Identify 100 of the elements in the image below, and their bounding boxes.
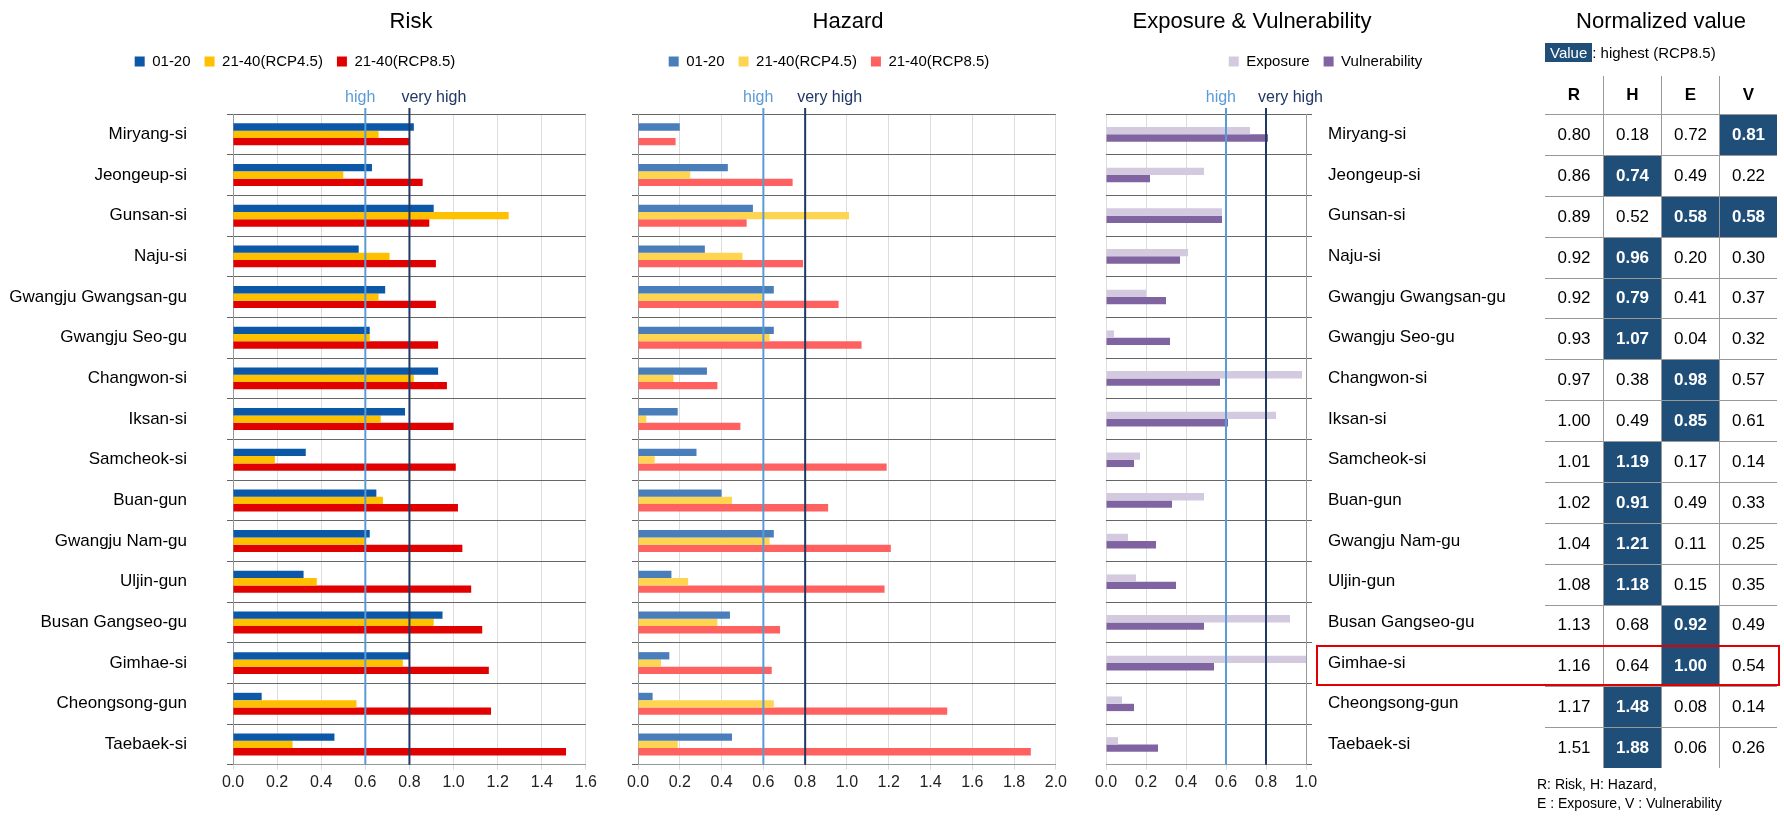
data-label: 0.17	[1661, 441, 1719, 482]
y-tick-label: Jeongeup-si	[94, 164, 187, 184]
data-label: 1.88	[1603, 727, 1661, 768]
x-tick-label: 1.0	[1294, 772, 1318, 790]
x-tick-label: 1.6	[574, 772, 598, 790]
data-label: 0.08	[1661, 686, 1719, 728]
data-label: 0.92	[1545, 277, 1603, 319]
y-tick-label: Samcheok-si	[1328, 449, 1427, 469]
data-label: 1.18	[1603, 563, 1661, 605]
data-label: 1.00	[1661, 645, 1719, 687]
data-label: 1.21	[1603, 522, 1661, 564]
data-label: 0.11	[1661, 522, 1719, 564]
y-tick-label: Taebaek-si	[1328, 734, 1411, 754]
data-label: 0.61	[1719, 400, 1777, 441]
data-label: 1.01	[1545, 441, 1603, 482]
x-tick-label: 1.8	[1002, 772, 1026, 790]
ref-line-label: very high	[797, 88, 863, 106]
x-tick-label: 0.0	[626, 772, 650, 790]
data-label: 0.54	[1719, 645, 1777, 687]
data-label: 0.97	[1545, 359, 1603, 401]
x-tick-label: 0.8	[398, 772, 421, 790]
legend-label: 01-20	[686, 51, 725, 69]
text: Value	[1545, 43, 1593, 62]
x-tick-label: 0.6	[354, 772, 377, 790]
data-label: 0.25	[1719, 522, 1777, 564]
x-tick-label: 0.0	[1094, 772, 1118, 790]
data-label: 1.07	[1603, 318, 1661, 360]
x-tick-label: 0.2	[1134, 772, 1158, 790]
x-tick-label: 0.6	[1214, 772, 1238, 790]
data-label: 0.32	[1719, 318, 1777, 360]
data-label: 0.14	[1719, 686, 1777, 728]
legend-label: 21-40(RCP4.5)	[222, 51, 323, 69]
ref-line-label: high	[345, 88, 376, 106]
data-label: 0.35	[1719, 563, 1777, 605]
data-label: 0.49	[1661, 481, 1719, 523]
y-tick-label: Busan Gangseo-gu	[1328, 612, 1475, 632]
x-tick-label: 1.2	[877, 772, 900, 790]
data-label: 0.20	[1661, 236, 1719, 278]
data-label: 1.48	[1603, 686, 1661, 728]
y-tick-label: Taebaek-si	[104, 734, 187, 754]
y-tick-label: Gwangju Seo-gu	[1328, 327, 1455, 347]
x-tick-label: E	[1661, 76, 1719, 114]
data-label: 0.15	[1661, 563, 1719, 605]
x-tick-label: 0.6	[752, 772, 775, 790]
y-tick-label: Changwon-si	[87, 368, 187, 388]
y-tick-label: Gimhae-si	[109, 652, 187, 672]
legend-label: Exposure	[1246, 51, 1310, 69]
y-tick-label: Busan Gangseo-gu	[40, 612, 187, 632]
data-label: 1.19	[1603, 441, 1661, 482]
y-tick-label: Miryang-si	[1328, 124, 1407, 144]
data-label: 0.33	[1719, 481, 1777, 523]
ref-line-label: very high	[401, 88, 467, 106]
data-label: 0.49	[1661, 154, 1719, 196]
data-label: 1.51	[1545, 727, 1603, 768]
y-tick-label: Uljin-gun	[1328, 571, 1396, 591]
data-label: 0.86	[1545, 154, 1603, 196]
data-label: 0.98	[1661, 359, 1719, 401]
data-label: 1.17	[1545, 686, 1603, 728]
x-tick-label: 0.4	[310, 772, 333, 790]
y-tick-label: Cheongsong-gun	[1328, 693, 1459, 713]
data-label: 0.18	[1603, 114, 1661, 155]
legend-label: 01-20	[152, 51, 191, 69]
chart-title: Exposure & Vulnerability	[1131, 8, 1373, 34]
data-label: 0.49	[1719, 604, 1777, 646]
data-label: 0.22	[1719, 154, 1777, 196]
chart-title: Hazard	[811, 8, 885, 34]
data-label: 0.58	[1719, 195, 1777, 237]
data-label: 0.80	[1545, 114, 1603, 155]
x-tick-label: 0.2	[265, 772, 289, 790]
data-label: 0.81	[1719, 114, 1777, 155]
y-tick-label: Cheongsong-gun	[56, 693, 187, 713]
x-tick-label: 1.6	[961, 772, 984, 790]
data-label: 1.02	[1545, 481, 1603, 523]
legend-label: Vulnerability	[1341, 51, 1423, 69]
data-label: 0.96	[1603, 236, 1661, 278]
data-label: 0.52	[1603, 195, 1661, 237]
x-tick-label: 1.4	[530, 772, 553, 790]
data-label: 1.00	[1545, 400, 1603, 441]
data-label: 1.16	[1545, 645, 1603, 687]
text: : highest (RCP8.5)	[1592, 44, 1716, 61]
data-label: 0.06	[1661, 727, 1719, 768]
ref-line-label: very high	[1258, 88, 1323, 106]
chart-title: Risk	[388, 8, 434, 34]
y-tick-label: Jeongeup-si	[1328, 164, 1421, 184]
data-label: 0.04	[1661, 318, 1719, 360]
data-label: 0.58	[1661, 195, 1719, 237]
y-tick-label: Naju-si	[134, 246, 187, 266]
data-label: 0.38	[1603, 359, 1661, 401]
x-tick-label: 0.8	[1254, 772, 1278, 790]
ref-line-label: high	[743, 88, 774, 106]
chart-title: Normalized value	[1575, 8, 1747, 34]
y-tick-label: Iksan-si	[128, 408, 187, 428]
y-tick-label: Iksan-si	[1328, 408, 1387, 428]
y-tick-label: Gwangju Gwangsan-gu	[1328, 286, 1506, 306]
data-label: 0.74	[1603, 154, 1661, 196]
data-label: 1.13	[1545, 604, 1603, 646]
ref-line-label: high	[1205, 88, 1236, 106]
data-label: 0.93	[1545, 318, 1603, 360]
y-tick-label: Gimhae-si	[1328, 652, 1406, 672]
legend-label: 21-40(RCP8.5)	[354, 51, 456, 69]
